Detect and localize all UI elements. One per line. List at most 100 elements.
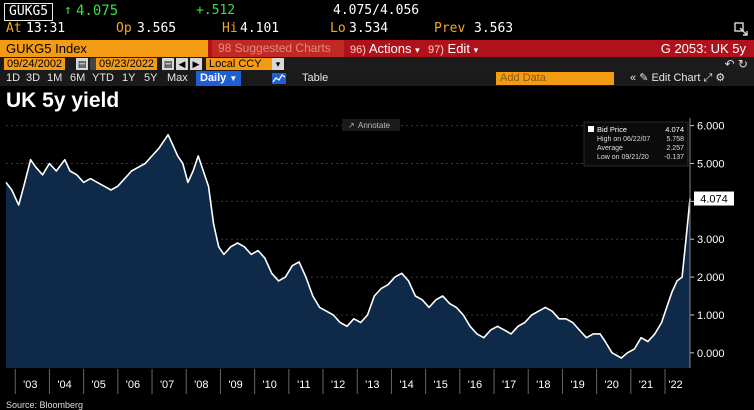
source-note: Source: Bloomberg [6,400,84,410]
x-tick-label: '04 [57,379,71,391]
tab-6m[interactable]: 6M [70,72,86,84]
at-label: At [6,21,22,36]
y-tick-label: 0.000 [697,348,725,360]
currency-dropdown-icon[interactable]: ▾ [272,58,284,70]
area-fill [6,134,690,368]
actions-menu[interactable]: 96) Actions ▾ [350,40,420,57]
dropdown-arrow-icon: ▼ [229,74,238,83]
low-label: Lo [330,21,346,36]
tab-ytd[interactable]: YTD [92,72,114,84]
open-label: Op [116,21,132,36]
tab-max[interactable]: Max [167,72,188,84]
x-axis: '03 '04 '05 '06 '07 '08 '09 '10 '11 '12 '13 '14 '15 '… [0,369,754,399]
new-window-icon[interactable] [734,22,748,36]
ticker-symbol[interactable]: GUKG5 [4,3,54,21]
x-tick-label: '20 [605,379,619,391]
undo-redo-icons[interactable]: ↶ ↻ [724,57,748,71]
annotate-icon: ↗ [348,121,355,130]
legend-low-value: -0.137 [664,154,684,161]
x-tick-label: '22 [668,379,682,391]
pencil-icon: ✎ [639,72,649,84]
tab-1d[interactable]: 1D [6,72,21,84]
calendar-icon[interactable]: ▤ [162,58,174,70]
legend-low-label: Low on 09/21/20 [597,154,649,161]
prev-label: Prev [434,21,466,36]
security-description: G 2053: UK 5y [660,41,746,56]
prev-value: 3.563 [474,21,514,36]
annotate-button[interactable]: ↗ Annotate [342,119,400,131]
x-tick-label: '09 [228,379,242,391]
x-tick-label: '10 [263,379,277,391]
up-arrow-icon: ↑ [64,3,72,18]
x-tick-label: '18 [536,379,550,391]
start-date-field[interactable]: 09/24/2002 [4,58,66,70]
high-label: Hi [222,21,238,36]
x-tick-label: '07 [160,379,174,391]
gear-icon[interactable]: ⚙ [715,72,726,84]
chart-legend: Bid Price 4.074 High on 06/22/07 5.758 A… [583,121,689,167]
y-tick-label: 6.000 [697,121,725,133]
edit-menu[interactable]: 97) Edit ▾ [428,40,478,57]
x-tick-label: '11 [297,379,311,391]
add-data-input[interactable]: Add Data [496,72,614,85]
prev-arrow-icon[interactable]: ◀ [176,58,188,70]
x-tick-label: '03 [23,379,37,391]
x-tick-label: '16 [468,379,482,391]
next-arrow-icon[interactable]: ▶ [190,58,202,70]
low-value: 3.534 [349,21,389,36]
legend-high-label: High on 06/22/07 [597,136,650,143]
edit-chart-label: Edit Chart [651,72,701,84]
high-value: 4.101 [240,21,280,36]
calendar-icon[interactable]: ▤ [76,58,88,70]
legend-series-value: 4.074 [665,125,684,134]
legend-average-label: Average [597,145,623,152]
currency-select[interactable]: Local CCY [206,58,274,70]
page-title: UK 5y yield [6,89,120,112]
tab-5y[interactable]: 5Y [144,72,158,84]
price-line [5,133,691,359]
edit-label: Edit [447,41,470,56]
x-tick-label: '19 [570,379,584,391]
command-bar: GUKG5 Index 98 Suggested Charts 96) Acti… [0,40,754,57]
table-button[interactable]: Table [302,72,329,84]
actions-number: 96) [350,44,366,56]
legend-high-value: 5.758 [666,136,684,143]
x-tick-label: '15 [434,379,448,391]
end-date-field[interactable]: 09/23/2022 [96,58,158,70]
expand-icon[interactable]: ⤢ [703,72,713,84]
period-tabs-bar: 1D 3D 1M 6M YTD 1Y 5Y Max Daily ▼ Table … [0,71,754,86]
x-tick-label: '05 [92,379,106,391]
line-chart-icon[interactable] [272,73,286,84]
current-value-label: 4.074 [700,194,728,206]
x-tick-label: '21 [639,379,653,391]
x-axis-band [0,369,754,399]
collapse-icon[interactable]: « [630,72,637,84]
last-price: 4.075 [76,3,119,19]
x-tick-label: '14 [399,379,413,391]
suggested-charts-button[interactable]: 98 Suggested Charts [212,40,344,57]
x-tick-label: '13 [365,379,379,391]
open-value: 3.565 [137,21,177,36]
current-value-tag: 4.074 [694,191,734,206]
dropdown-arrow-icon: ▾ [473,45,479,55]
x-tick-label: '17 [502,379,516,391]
edit-chart-button[interactable]: « ✎ Edit Chart ⤢ ⚙ [630,71,725,86]
tab-1y[interactable]: 1Y [122,72,136,84]
actions-label: Actions [368,41,412,56]
tab-1m[interactable]: 1M [47,72,63,84]
y-tick-label: 5.000 [697,158,725,170]
frequency-select[interactable]: Daily ▼ [196,71,242,86]
y-tick-label: 2.000 [697,272,725,284]
legend-swatch [588,126,594,132]
tab-3d[interactable]: 3D [26,72,41,84]
x-tick-label: '12 [331,379,345,391]
legend-average-value: 2.257 [666,145,684,152]
security-field[interactable]: GUKG5 Index [0,40,208,57]
bid-ask: 4.075/4.056 [333,3,420,18]
legend-series-name: Bid Price [597,125,627,134]
dropdown-arrow-icon: ▾ [415,45,420,55]
date-range-bar: 09/24/2002 ▤ 09/23/2022 ▤ ◀ ▶ Local CCY … [0,57,754,71]
date-separator [90,58,96,70]
y-tick-label: 3.000 [697,234,725,246]
